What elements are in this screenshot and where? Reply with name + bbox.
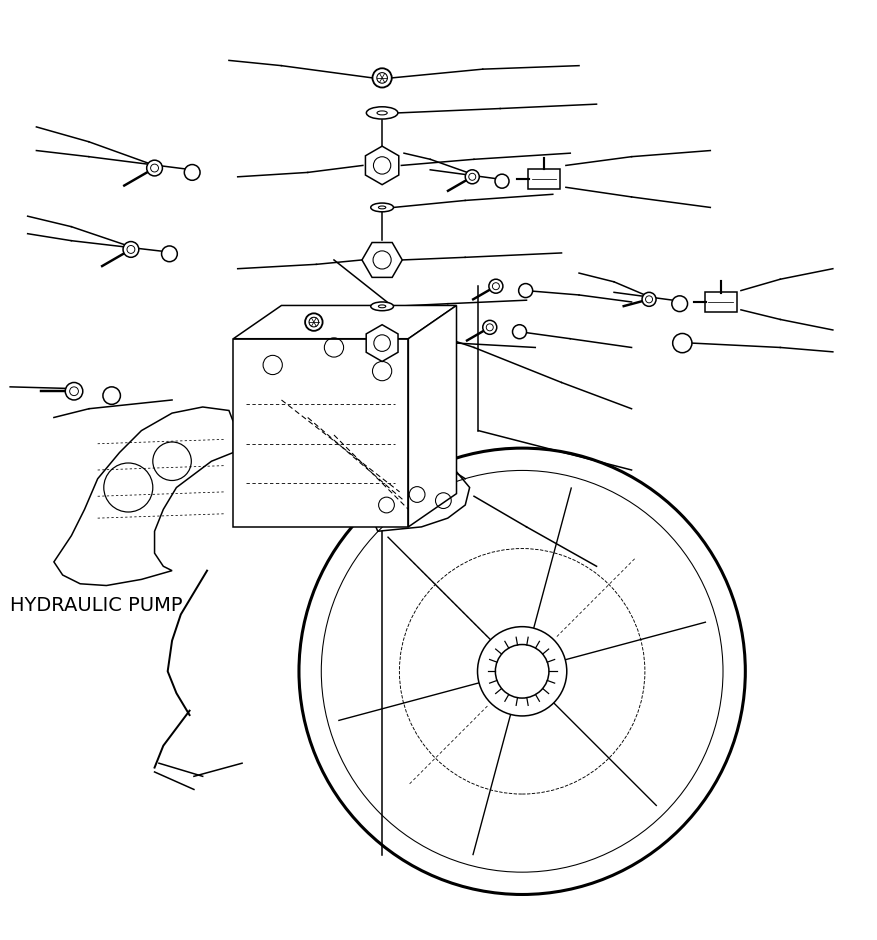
Circle shape — [146, 160, 162, 176]
Circle shape — [518, 284, 532, 298]
FancyBboxPatch shape — [528, 168, 560, 189]
Polygon shape — [408, 306, 456, 527]
Circle shape — [495, 645, 548, 698]
Polygon shape — [365, 146, 398, 184]
Circle shape — [304, 313, 322, 331]
Circle shape — [103, 387, 120, 404]
Circle shape — [672, 334, 691, 352]
Ellipse shape — [370, 302, 393, 311]
Circle shape — [161, 246, 177, 261]
Circle shape — [495, 174, 509, 188]
Polygon shape — [53, 407, 233, 586]
Circle shape — [372, 69, 391, 87]
Polygon shape — [233, 306, 456, 338]
Circle shape — [65, 383, 82, 400]
Circle shape — [482, 321, 496, 335]
Text: HYDRAULIC PUMP: HYDRAULIC PUMP — [11, 596, 182, 615]
Circle shape — [299, 448, 745, 895]
Ellipse shape — [378, 206, 385, 209]
FancyBboxPatch shape — [704, 292, 736, 312]
Circle shape — [465, 170, 479, 184]
Polygon shape — [361, 243, 402, 277]
Ellipse shape — [378, 305, 385, 307]
Circle shape — [512, 324, 526, 338]
Ellipse shape — [376, 111, 387, 115]
Circle shape — [123, 242, 139, 258]
Polygon shape — [233, 338, 408, 527]
Circle shape — [671, 296, 687, 311]
Ellipse shape — [366, 107, 397, 119]
Circle shape — [641, 292, 655, 306]
Circle shape — [184, 164, 200, 180]
Polygon shape — [364, 457, 469, 531]
Circle shape — [477, 627, 567, 716]
Polygon shape — [366, 324, 397, 362]
Ellipse shape — [370, 203, 393, 212]
Circle shape — [488, 279, 503, 293]
